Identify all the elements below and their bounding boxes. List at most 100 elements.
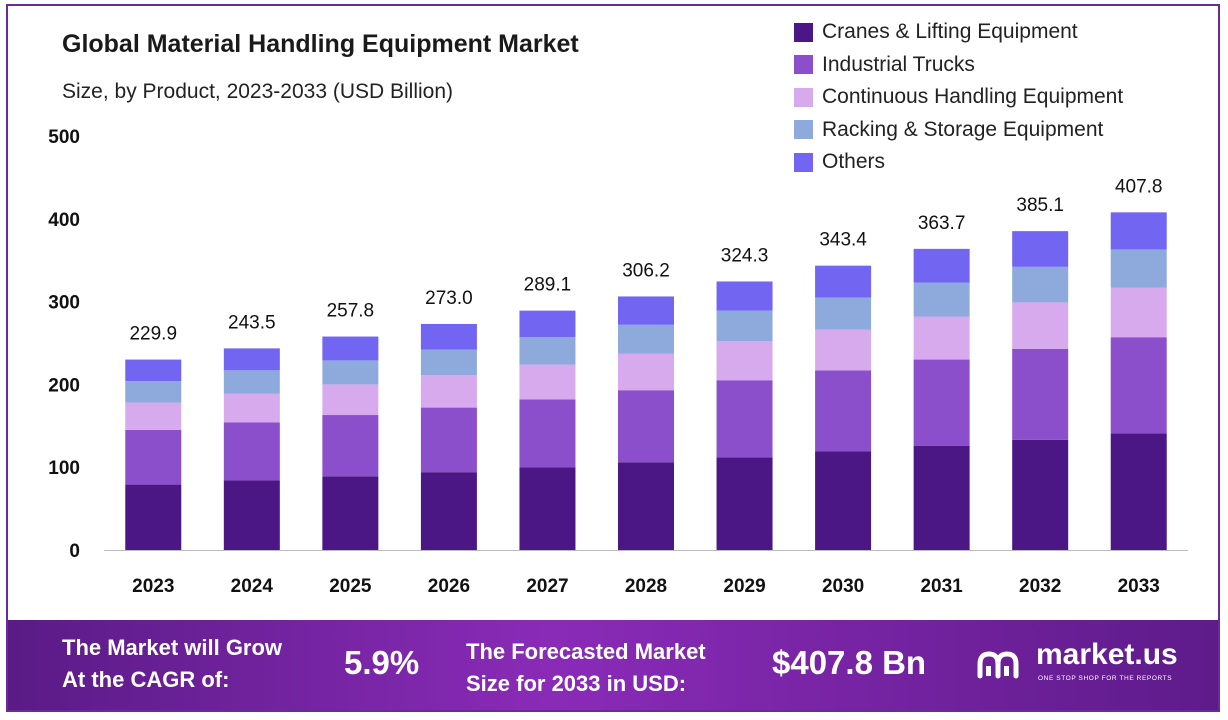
bar-segment [716,380,773,458]
cagr-text-line1: The Market will Grow [62,635,283,660]
brand-tagline: ONE STOP SHOP FOR THE REPORTS [1038,675,1173,682]
bar-segment [815,297,872,330]
bar-segment [815,329,872,371]
bar-segment [716,457,773,550]
bar-segment [913,359,970,446]
bar-segment [716,310,773,342]
y-tick-label: 0 [69,541,80,562]
x-tick-label: 2029 [723,576,765,597]
bar-segment [125,381,182,403]
market-us-logo-icon [977,651,1019,679]
legend-swatch [794,152,813,172]
bar-segment [1110,212,1167,250]
legend-item: Racking & Storage Equipment [794,114,1123,147]
legend-label: Continuous Handling Equipment [822,85,1124,109]
legend-label: Cranes & Lifting Equipment [822,20,1078,44]
legend-swatch [794,22,813,42]
y-tick-label: 500 [48,127,80,148]
bar-segment [1110,337,1167,434]
bar-segment [223,370,280,394]
cagr-text-line2: At the CAGR of: [62,667,230,692]
bar-segment [420,472,477,550]
x-tick-label: 2025 [329,576,372,597]
legend-label: Racking & Storage Equipment [822,117,1104,141]
bar-segment [519,364,576,400]
legend-swatch [794,87,813,107]
bar-segment [1110,433,1167,550]
bar-segment [1012,302,1069,349]
y-tick-label: 300 [48,293,80,314]
y-tick-label: 200 [48,375,80,396]
bar-segment [322,384,379,416]
bar-segment [618,462,674,550]
stacked-bar-chart: 0 100 200 300 400 500 229.9 2023 243.5 2024 257.8 2… [48,127,1188,597]
bar-segment [420,375,477,408]
legend-label: Others [822,150,886,174]
bar-segment [223,422,280,481]
bar-segment [815,370,872,452]
forecast-text-line1: The Forecasted Market [466,639,706,664]
bar-segment [1012,266,1069,303]
bar-segment [618,390,674,463]
bar-segment [420,349,477,376]
bar-segment [913,248,970,283]
bar-segment [519,310,576,338]
bar-segment [913,282,970,317]
bar-segment [223,393,280,423]
legend-swatch [794,55,813,75]
x-tick-label: 2028 [625,576,667,597]
bar-segment [223,480,280,550]
x-tick-label: 2031 [920,576,963,597]
forecast-value: $407.8 Bn [772,644,927,681]
bar-total-label: 343.4 [819,230,867,251]
x-tick-label: 2024 [231,576,274,597]
bar-total-label: 385.1 [1016,195,1064,216]
bar-segment [125,359,182,382]
bar-segment [125,429,182,485]
bar-segment [716,281,773,311]
bar-segment [1012,348,1069,440]
chart-legend: Cranes & Lifting Equipment Industrial Tru… [794,16,1123,179]
legend-item: Cranes & Lifting Equipment [794,16,1123,49]
bar-segment [913,316,970,360]
bar-segment [420,323,477,350]
bar-segment [322,360,379,385]
cagr-text: The Market will Grow At the CAGR of: [62,632,282,696]
bar-segment [618,296,674,325]
x-tick-label: 2030 [822,576,864,597]
bar-segment [519,399,576,468]
cagr-value: 5.9% [344,644,420,681]
bar-total-label: 243.5 [228,312,276,333]
bar-segment [322,336,379,361]
chart-subtitle: Size, by Product, 2023-2033 (USD Billion… [62,80,454,103]
x-tick-label: 2026 [428,576,470,597]
legend-swatch [794,120,813,140]
bar-total-label: 257.8 [327,301,375,322]
x-tick-label: 2033 [1118,576,1160,597]
bar-segment [618,353,674,391]
bar-segment [913,445,970,550]
bar-segment [618,324,674,354]
bar-segment [815,451,872,550]
legend-item: Others [794,146,1123,179]
bar-total-label: 324.3 [721,245,769,266]
bar-segment [420,407,477,473]
legend-item: Continuous Handling Equipment [794,81,1123,114]
y-tick-label: 400 [48,210,80,231]
bar-segment [1012,231,1069,267]
bar-segment [1110,287,1167,338]
bar-total-label: 306.2 [622,260,670,281]
forecast-text-line2: Size for 2033 in USD: [466,671,687,696]
brand-name: market.us [1036,638,1178,671]
x-tick-label: 2032 [1019,576,1061,597]
x-tick-label: 2023 [132,576,174,597]
x-tick-label: 2027 [526,576,568,597]
bar-segment [322,415,379,477]
footer-banner: The Market will Grow At the CAGR of: 5.9… [8,620,1218,710]
bar-total-label: 289.1 [524,275,572,296]
bar-total-label: 407.8 [1115,176,1163,197]
bar-total-label: 363.7 [918,213,966,234]
bar-total-label: 229.9 [129,324,177,345]
bar-segment [125,484,182,550]
bar-segment [716,341,773,381]
